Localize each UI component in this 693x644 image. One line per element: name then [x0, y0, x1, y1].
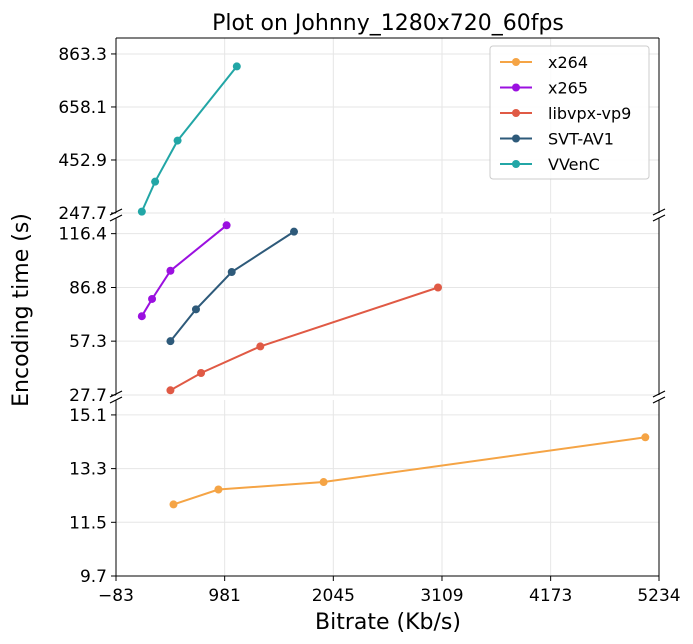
series-layer [137, 62, 650, 509]
y-tick-label: 658.1 [58, 98, 107, 118]
legend-item: x265 [500, 79, 588, 98]
legend-label: VVenC [548, 155, 600, 174]
x-tick-label: 981 [208, 586, 240, 606]
legend-swatch-marker [512, 83, 520, 92]
data-point [166, 266, 175, 275]
plot-panels: 247.7 452.9 658.1 863.3 27.7 57.3 86.8 116.4 9.7… [58, 37, 660, 587]
series-line [173, 436, 646, 506]
data-point [256, 342, 265, 351]
series-line [140, 65, 238, 213]
panel-bottom: 9.7 11.5 13.3 15.1 [69, 400, 660, 587]
legend-item: libvpx-vp9 [500, 104, 631, 123]
data-point [319, 478, 328, 487]
y-tick-label: 863.3 [58, 45, 107, 65]
data-point [137, 312, 146, 321]
y-tick-label: 86.8 [69, 278, 107, 298]
break-mark [652, 390, 666, 398]
panel-top: 247.7 452.9 658.1 863.3 [58, 37, 660, 224]
break-mark [109, 396, 123, 404]
legend-swatch-marker [512, 160, 520, 168]
data-point [641, 433, 650, 442]
series-libvpx-vp9 [166, 283, 443, 395]
x-axis-label: Bitrate (Kb/s) [315, 610, 461, 635]
y-tick-label: 116.4 [58, 225, 107, 245]
y-tick-label: 11.5 [69, 513, 107, 533]
legend-item: x264 [500, 53, 588, 72]
x-tick-label: 4173 [529, 586, 572, 606]
series-SVT-AV1 [166, 227, 299, 346]
axis-break-marks [109, 208, 666, 404]
y-tick-label: 27.7 [69, 386, 107, 406]
x-tick-label: −83 [98, 586, 134, 606]
data-point [169, 500, 178, 509]
break-mark [652, 208, 666, 216]
series-line [169, 286, 439, 392]
x-tick-label: 5234 [637, 586, 680, 606]
legend-label: SVT-AV1 [548, 130, 614, 149]
x-axis-ticks: −83 981 2045 3109 4173 5234 [98, 576, 681, 606]
data-point [173, 136, 182, 145]
y-tick-label: 57.3 [69, 332, 107, 352]
y-tick-label: 15.1 [69, 406, 107, 426]
series-x265 [137, 221, 231, 321]
series-x264 [169, 433, 650, 509]
data-point [166, 386, 175, 395]
series-VVenC [137, 62, 241, 216]
data-point [137, 207, 146, 216]
break-mark [652, 396, 666, 404]
legend-item: SVT-AV1 [500, 130, 614, 149]
data-point [222, 221, 231, 230]
data-point [227, 268, 236, 277]
y-axis-label: Encoding time (s) [9, 213, 34, 407]
series-line [169, 230, 295, 342]
data-point [232, 62, 241, 71]
data-point [214, 485, 223, 494]
series-line [140, 224, 228, 317]
chart-title: Plot on Johnny_1280x720_60fps [212, 11, 564, 36]
x-tick-label: 3109 [420, 586, 463, 606]
data-point [191, 305, 200, 314]
break-mark [109, 390, 123, 398]
panel-middle: 27.7 57.3 86.8 116.4 [58, 218, 660, 406]
data-point [166, 337, 175, 346]
legend-swatch-marker [512, 109, 520, 117]
break-mark [109, 214, 123, 222]
y-tick-label: 13.3 [69, 460, 107, 480]
legend-frame [489, 45, 650, 180]
y-tick-label: 9.7 [80, 567, 107, 587]
break-mark [109, 208, 123, 216]
legend-swatch-marker [512, 58, 520, 66]
legend-item: VVenC [500, 155, 600, 174]
data-point [197, 368, 206, 377]
data-point [148, 294, 157, 303]
x-tick-label: 2045 [312, 586, 355, 606]
legend-label: x265 [548, 79, 588, 98]
data-point [434, 283, 443, 292]
data-point [151, 177, 160, 186]
break-mark [652, 214, 666, 222]
y-tick-label: 247.7 [58, 204, 107, 224]
legend-label: x264 [548, 53, 588, 72]
legend: x264 x265 libvpx-vp9 SVT-AV1 VVenC [489, 45, 650, 180]
y-tick-label: 452.9 [58, 151, 107, 171]
legend-label: libvpx-vp9 [548, 104, 631, 123]
data-point [290, 227, 299, 236]
legend-swatch-marker [512, 134, 520, 143]
